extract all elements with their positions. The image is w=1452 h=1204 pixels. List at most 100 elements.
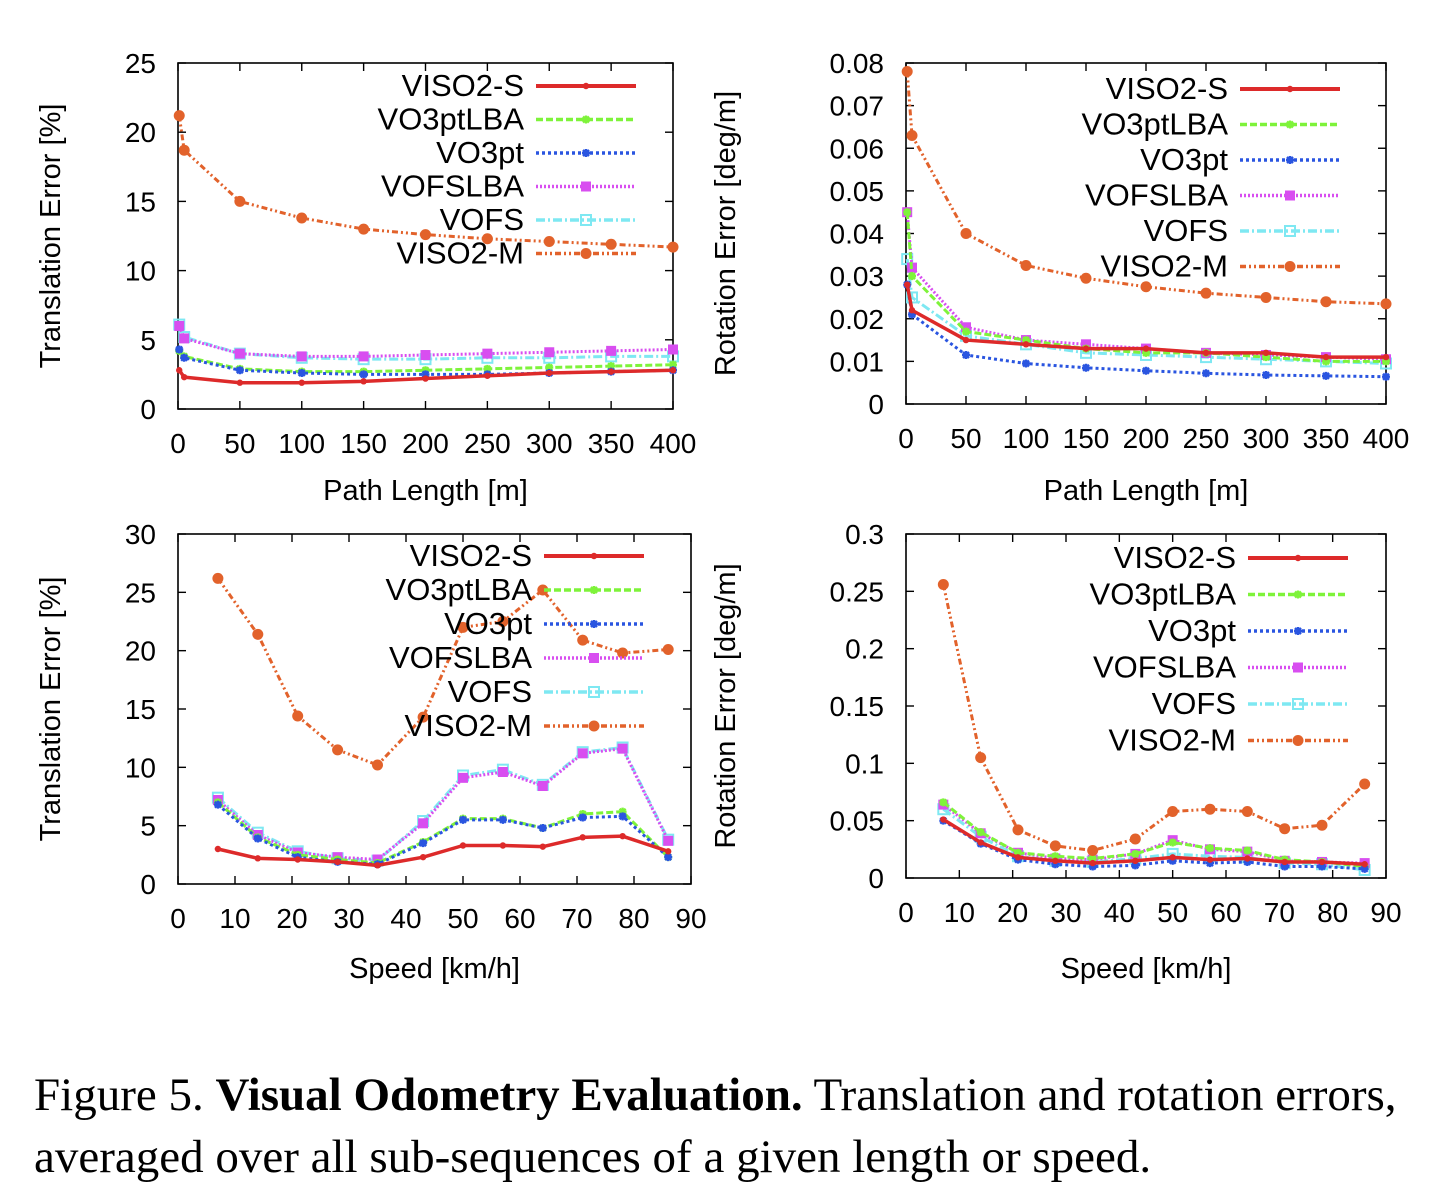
data-point-vo3pt: [235, 366, 244, 375]
chart-panel-2: 0 50 100 150 200 250 300 350 400 0 0.01 0.02 0.03 0.0…: [710, 48, 1409, 507]
data-point-vofslba: [961, 322, 971, 333]
data-point-vo3ptlba: [1322, 357, 1330, 366]
data-point-vo3pt: [1142, 366, 1150, 375]
legend-label-vofs: VOFS: [1152, 686, 1236, 721]
y-tick-label: 0.01: [830, 346, 885, 377]
x-tick-label: 100: [278, 428, 325, 459]
data-point-vo3ptlba: [976, 828, 985, 837]
data-point-viso2-s: [1089, 859, 1096, 867]
x-tick-label: 50: [447, 903, 478, 934]
data-point-vo3pt: [419, 839, 428, 848]
data-point-viso2-s: [1202, 349, 1210, 357]
x-tick-label: 150: [1063, 423, 1110, 454]
series-viso2-s: [214, 832, 672, 869]
data-point-viso2-m: [543, 236, 555, 248]
data-point-viso2-m: [906, 129, 918, 141]
caption-label: Figure 5.: [34, 1069, 204, 1121]
y-tick-label: 0.2: [845, 634, 884, 665]
x-axis-label: Speed [km/h]: [349, 953, 520, 985]
data-point-viso2-s: [1361, 861, 1368, 868]
chart-panel-1: 0 50 100 150 200 250 300 350 400 0 5 10 15 20 25 Path L…: [35, 48, 696, 507]
data-point-viso2-m: [617, 647, 629, 659]
x-tick-label: 60: [1210, 897, 1241, 928]
data-point-viso2-m: [457, 621, 469, 633]
legend-marker-viso2-m: [580, 248, 592, 259]
x-tick-label: 200: [402, 428, 449, 459]
series-vo3ptlba: [213, 798, 673, 867]
x-tick-label: 0: [898, 897, 914, 928]
figure: 0 50 100 150 200 250 300 350 400 0 5 10 15 20 25 Path L…: [35, 48, 1409, 985]
data-point-viso2-m: [1087, 844, 1099, 856]
data-point-viso2-s: [1244, 855, 1251, 862]
data-point-viso2-m: [1129, 833, 1141, 845]
data-point-viso2-s: [546, 369, 553, 377]
data-point-vo3pt: [1168, 856, 1177, 865]
legend-label-vofslba: VOFSLBA: [389, 640, 532, 675]
caption-text: Translation and rotation errors, average…: [34, 1069, 1397, 1183]
series-line-vo3pt: [177, 348, 674, 376]
data-point-viso2-s: [607, 368, 615, 375]
data-point-vofslba: [537, 781, 548, 791]
legend-marker-vofslba: [1293, 662, 1303, 673]
y-axis-label: Translation Error [%]: [35, 104, 67, 369]
y-tick-label: 0: [140, 869, 156, 900]
data-point-viso2-m: [1380, 298, 1392, 310]
data-point-vo3ptlba: [908, 272, 916, 281]
data-point-vo3ptlba: [1014, 848, 1022, 857]
x-tick-label: 60: [504, 903, 535, 934]
x-tick-label: 90: [675, 903, 706, 934]
data-point-viso2-m: [1140, 281, 1152, 293]
data-point-viso2-s: [180, 373, 188, 381]
legend-marker-viso2-s: [590, 552, 598, 560]
data-point-viso2-s: [1142, 345, 1150, 352]
y-tick-label: 20: [125, 117, 156, 148]
legend-marker-vofslba: [581, 181, 591, 192]
legend-marker-vo3ptlba: [590, 586, 598, 594]
x-axis-label: Path Length [m]: [323, 475, 528, 507]
data-point-viso2-m: [605, 238, 617, 250]
series-line-viso2-m: [905, 71, 1387, 306]
x-tick-label: 80: [1317, 897, 1348, 928]
data-point-viso2-m: [497, 616, 509, 627]
data-point-vofslba: [420, 350, 431, 361]
data-point-viso2-s: [374, 862, 381, 869]
data-point-viso2-s: [1281, 858, 1288, 866]
legend-marker-vofslba: [589, 653, 599, 663]
series-line-viso2-s: [942, 818, 1365, 866]
legend-label-vofslba: VOFSLBA: [1085, 178, 1228, 213]
data-point-vo3pt: [578, 813, 587, 822]
legend-marker-vofslba: [1285, 190, 1295, 201]
legend-marker-vo3ptlba: [1294, 590, 1302, 599]
data-point-vo3pt: [1206, 859, 1214, 868]
x-tick-label: 150: [340, 428, 387, 459]
y-tick-label: 0.08: [830, 48, 885, 79]
data-point-viso2-m: [358, 223, 370, 235]
data-point-vo3ptlba: [483, 364, 492, 373]
data-point-viso2-m: [1320, 296, 1332, 308]
data-point-vo3pt: [1382, 372, 1390, 381]
y-tick-label: 0.05: [830, 176, 885, 207]
legend-marker-vo3pt: [582, 149, 590, 157]
data-point-viso2-s: [1318, 858, 1326, 866]
data-point-vofslba: [617, 743, 628, 754]
y-tick-label: 5: [140, 325, 156, 356]
y-tick-label: 25: [125, 48, 156, 79]
data-point-vofslba: [482, 348, 493, 359]
y-axis-label: Translation Error [%]: [35, 577, 67, 842]
legend-label-vo3ptlba: VO3ptLBA: [1082, 107, 1229, 142]
data-point-viso2-m: [296, 212, 308, 224]
data-point-viso2-m: [481, 233, 493, 245]
legend-label-vofslba: VOFSLBA: [381, 169, 524, 204]
x-tick-label: 300: [526, 428, 573, 459]
data-point-viso2-s: [669, 367, 677, 374]
x-axis-label: Speed [km/h]: [1061, 953, 1232, 985]
data-point-viso2-s: [539, 843, 546, 850]
legend-label-vo3pt: VO3pt: [1148, 613, 1236, 648]
legend-marker-vo3pt: [1294, 627, 1302, 635]
legend-marker-vofs: [1284, 225, 1296, 237]
y-tick-label: 15: [125, 694, 156, 725]
legend-label-vofslba: VOFSLBA: [1093, 650, 1236, 685]
legend-marker-viso2-m: [1292, 735, 1304, 746]
